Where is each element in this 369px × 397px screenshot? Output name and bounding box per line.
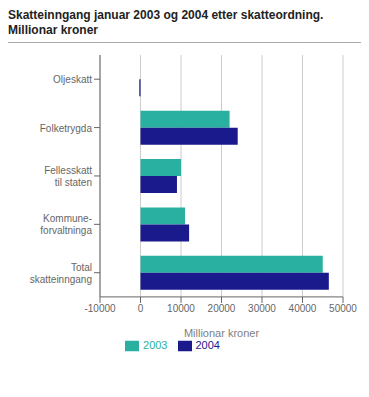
svg-text:Fellesskatttil staten: Fellesskatttil staten xyxy=(44,164,92,187)
svg-text:Totalskatteinngang: Totalskatteinngang xyxy=(30,261,92,284)
svg-text:10000: 10000 xyxy=(167,303,195,314)
svg-text:0: 0 xyxy=(138,303,144,314)
html-text:2003: 2003 xyxy=(143,338,168,351)
html-text:Skatteinngang januar 2003 og 2: Skatteinngang januar 2003 og 2004 etter … xyxy=(8,8,324,22)
svg-text:-10000: -10000 xyxy=(84,303,116,314)
svg-text:Folketrygda: Folketrygda xyxy=(40,122,93,133)
svg-text:Millionar kroner: Millionar kroner xyxy=(184,327,260,339)
svg-text:30000: 30000 xyxy=(248,303,276,314)
svg-text:Kommune-forvaltninga: Kommune-forvaltninga xyxy=(40,213,92,236)
svg-text:Oljeskatt: Oljeskatt xyxy=(53,74,92,85)
svg-text:40000: 40000 xyxy=(289,303,317,314)
svg-text:50000: 50000 xyxy=(329,303,357,314)
svg-text:20000: 20000 xyxy=(208,303,236,314)
html-text:2004: 2004 xyxy=(195,338,220,351)
html-text:Millionar kroner: Millionar kroner xyxy=(8,23,98,37)
